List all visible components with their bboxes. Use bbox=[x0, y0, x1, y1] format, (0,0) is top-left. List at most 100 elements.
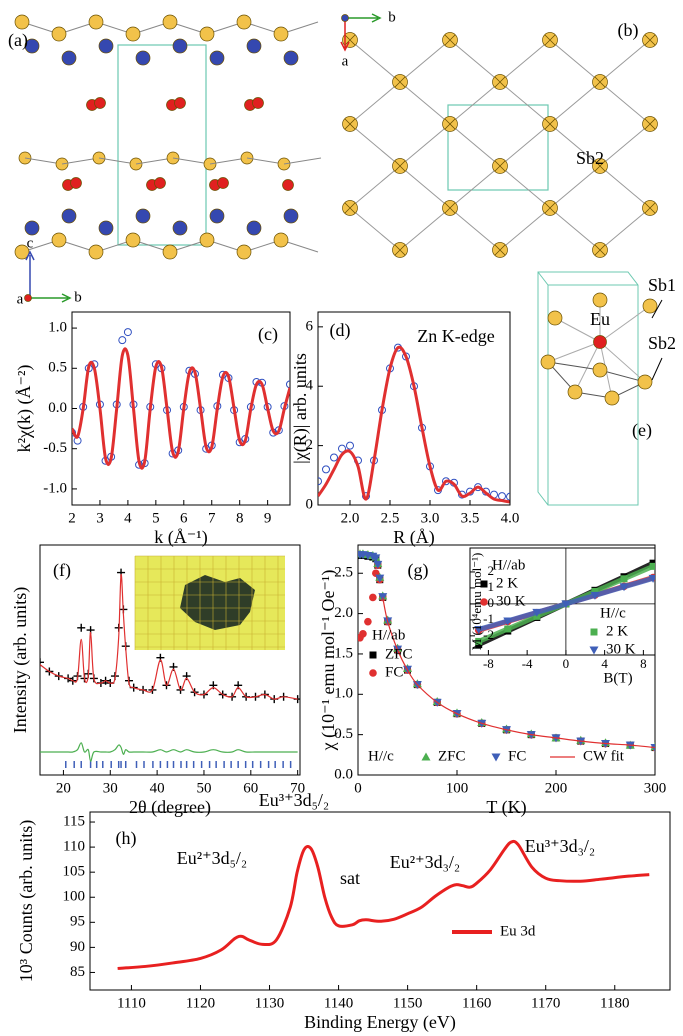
x-tick-label: 1130 bbox=[255, 995, 284, 1011]
bond bbox=[599, 341, 646, 383]
marker bbox=[480, 580, 488, 588]
x-tick-label: 20 bbox=[56, 780, 71, 796]
x-axis-label: R (Å) bbox=[393, 527, 435, 548]
y-axis-label: |χ(R)| arb. units bbox=[290, 353, 311, 464]
legend-label: ZFC bbox=[438, 748, 466, 764]
plot-area bbox=[318, 343, 510, 504]
atom bbox=[199, 232, 215, 248]
atom-cross bbox=[594, 160, 606, 172]
marker bbox=[532, 608, 542, 617]
atom-cross bbox=[444, 202, 456, 214]
structure-label: (e) bbox=[632, 420, 652, 441]
atom bbox=[236, 244, 252, 260]
atom-cross bbox=[594, 244, 606, 256]
atom bbox=[51, 26, 67, 42]
bond bbox=[499, 39, 551, 83]
marker bbox=[649, 562, 655, 570]
series-line bbox=[117, 839, 650, 970]
atom bbox=[14, 14, 30, 30]
y-tick-label: -1 bbox=[483, 611, 494, 626]
atom bbox=[282, 179, 294, 191]
x-tick-label: 100 bbox=[446, 780, 469, 796]
structure-label: a bbox=[342, 53, 349, 69]
bond bbox=[399, 81, 451, 125]
x-tick-label: 1170 bbox=[531, 995, 560, 1011]
marker bbox=[373, 560, 383, 569]
bond bbox=[599, 39, 651, 83]
annotation: sat bbox=[340, 868, 360, 888]
structure-label: c bbox=[27, 235, 34, 251]
atom bbox=[172, 38, 188, 54]
marker bbox=[375, 574, 385, 583]
marker bbox=[590, 591, 600, 600]
marker bbox=[346, 441, 354, 450]
axis-arrow bbox=[25, 250, 35, 298]
x-tick-label: 50 bbox=[196, 780, 211, 796]
annotation: Zn K-edge bbox=[417, 326, 494, 346]
x-tick-label: 8 bbox=[236, 510, 244, 526]
x-tick-label: 7 bbox=[208, 510, 216, 526]
atom bbox=[94, 97, 106, 109]
y-tick-label: -1.0 bbox=[43, 480, 67, 496]
marker bbox=[620, 575, 628, 583]
atom-cross bbox=[344, 34, 356, 46]
x-tick-label: 200 bbox=[545, 780, 568, 796]
atom bbox=[172, 220, 188, 236]
bond bbox=[349, 165, 401, 209]
structure-label: (a) bbox=[8, 30, 28, 51]
atom bbox=[217, 177, 229, 189]
axis-arrow bbox=[345, 13, 382, 23]
bond bbox=[499, 207, 551, 251]
atom bbox=[341, 14, 349, 22]
bond bbox=[349, 123, 401, 167]
y-tick-label: 0.0 bbox=[48, 400, 67, 416]
atom bbox=[61, 208, 77, 224]
series-line bbox=[72, 347, 290, 470]
atom bbox=[236, 14, 252, 30]
legend-group: H//c bbox=[368, 748, 394, 764]
atom bbox=[547, 310, 563, 326]
bond bbox=[449, 123, 501, 167]
bond bbox=[449, 81, 501, 125]
marker bbox=[338, 444, 346, 453]
panel-label: (f) bbox=[53, 560, 71, 581]
y-tick-label: 105 bbox=[63, 864, 86, 880]
structure-label: Sb2 bbox=[576, 148, 604, 168]
marker bbox=[123, 328, 132, 337]
x-tick-label: 0 bbox=[563, 656, 570, 671]
y-tick-label: 90 bbox=[70, 939, 85, 955]
y-tick-label: 2 bbox=[488, 563, 495, 578]
x-tick-label: 2.5 bbox=[381, 510, 400, 526]
bond bbox=[549, 165, 601, 209]
marker bbox=[619, 583, 629, 592]
marker bbox=[318, 477, 322, 486]
atom bbox=[252, 97, 264, 109]
atom-cross bbox=[444, 118, 456, 130]
annotation: Eu³⁺3d₅/₂ bbox=[259, 790, 329, 810]
atom bbox=[592, 362, 608, 378]
marker bbox=[421, 752, 431, 761]
legend-group: H//c bbox=[600, 605, 626, 621]
marker bbox=[322, 465, 330, 474]
plot-area bbox=[470, 548, 655, 655]
x-tick-label: 8 bbox=[640, 656, 647, 671]
marker bbox=[359, 629, 367, 638]
y-tick-label: 1 bbox=[488, 579, 495, 594]
x-tick-label: 60 bbox=[243, 780, 258, 796]
plot-area bbox=[40, 568, 300, 768]
atom bbox=[125, 26, 141, 42]
series-line bbox=[40, 742, 298, 762]
bond bbox=[399, 165, 451, 209]
x-tick-label: 70 bbox=[290, 780, 305, 796]
legend-label: FC bbox=[508, 748, 526, 764]
marker bbox=[475, 637, 483, 645]
bond bbox=[449, 39, 501, 83]
plot-frame bbox=[89, 811, 671, 991]
atom-cross bbox=[594, 76, 606, 88]
y-tick-label: 0.5 bbox=[48, 360, 67, 376]
x-axis-label: k (Å⁻¹) bbox=[154, 527, 207, 548]
panel-label: (g) bbox=[408, 560, 429, 581]
legend-label: 2 K bbox=[496, 575, 518, 591]
marker bbox=[330, 453, 338, 462]
